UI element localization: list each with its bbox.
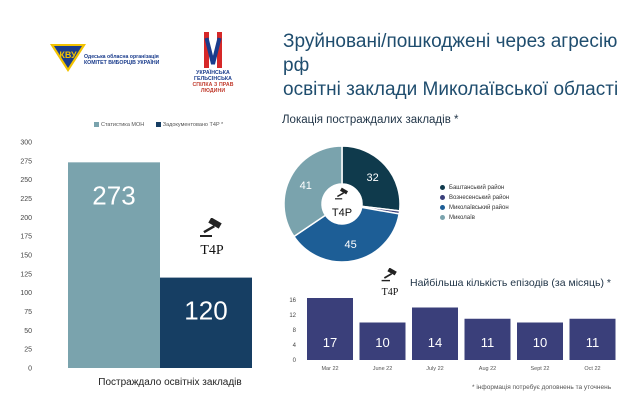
y-tick-label: 275 — [20, 158, 32, 165]
footnote: * інформація потребує доповнень та уточн… — [472, 384, 612, 391]
pie-legend-label: Баштанський район — [449, 185, 505, 191]
bar-chart-xlabel: Постраждало освітніх закладів — [98, 377, 242, 388]
x-tick-label: June 22 — [373, 366, 393, 372]
pie-legend-dot — [440, 194, 445, 200]
logo-uhs: УКРАЇНСЬКА ГЕЛЬСІНСЬКА СПІЛКА З ПРАВ ЛЮД… — [180, 30, 246, 94]
page-title: Зруйновані/пошкоджені через агресію рф о… — [283, 30, 633, 102]
t4p-mark-right: T4P — [372, 267, 408, 298]
y-tick-label: 300 — [20, 140, 32, 147]
y-tick-label: 50 — [24, 328, 32, 335]
pie-legend-dot — [440, 204, 445, 210]
logo-uhs-line2: СПІЛКА З ПРАВ ЛЮДИНИ — [192, 82, 234, 94]
bar-value-label: 11 — [481, 335, 495, 350]
y-tick-label: 75 — [24, 309, 32, 316]
bar-value-label: 10 — [533, 335, 547, 350]
x-tick-label: July 22 — [426, 366, 443, 372]
pie-legend-item: Миколаїв — [440, 213, 509, 223]
donut-chart: 32 45 41 T4P — [283, 145, 401, 263]
logo-uhs-line1: УКРАЇНСЬКА ГЕЛЬСІНСЬКА — [193, 70, 233, 82]
y-tick-label: 150 — [20, 253, 32, 260]
pie-legend-dot — [440, 214, 445, 220]
y-tick-label: 0 — [28, 366, 32, 373]
y-tick-label: 225 — [20, 196, 32, 203]
pie-legend-label: Миколаївський район — [449, 205, 509, 211]
bar-value-label: 273 — [92, 180, 135, 210]
bar — [68, 162, 160, 368]
bar-value-label: 17 — [323, 335, 337, 350]
x-tick-label: Oct 22 — [584, 366, 600, 372]
t4p-label-left: T4P — [200, 243, 224, 258]
t4p-label-pie: T4P — [332, 207, 352, 219]
x-tick-label: Mar 22 — [321, 366, 338, 372]
bar — [160, 277, 252, 368]
logo-cvu: КВУ Одеська обласна організація КОМІТЕТ … — [48, 42, 160, 74]
x-tick-label: Sept 22 — [531, 366, 550, 372]
t4p-mark-left: T4P — [190, 217, 234, 259]
pie-legend: Баштанський район Вознесенський район Ми… — [440, 183, 509, 223]
legend-item-t4p: Задокументовано T4P * — [155, 122, 224, 128]
bar-chart-main: 0 25 50 75 100 125 150 175 200 225 250 275 300 273 120 — [20, 140, 252, 373]
bar — [569, 318, 616, 360]
pie-slice-label: 41 — [300, 180, 312, 192]
y-tick-label: 8 — [293, 328, 297, 334]
gavel-icon — [381, 267, 397, 282]
bar — [307, 298, 353, 360]
pie-title: Локація постраждалих закладів * — [282, 114, 459, 126]
bar-value-label: 11 — [586, 335, 600, 350]
donut-hole — [323, 185, 361, 223]
uhs-emblem-icon — [204, 32, 222, 68]
y-tick-label: 25 — [24, 347, 32, 354]
y-tick-label: 16 — [289, 298, 296, 304]
bar-value-label: 14 — [428, 335, 442, 350]
pie-slice-label: 32 — [367, 172, 379, 184]
y-tick-label: 175 — [20, 234, 32, 241]
bar — [464, 318, 511, 360]
t4p-label-right: T4P — [381, 287, 399, 298]
bar-value-label: 120 — [184, 296, 227, 326]
x-tick-label: Aug 22 — [479, 366, 496, 372]
y-tick-label: 250 — [20, 177, 32, 184]
pie-legend-label: Миколаїв — [449, 215, 475, 221]
pie-slice-label: 45 — [344, 239, 356, 251]
page-title-line2: освітні заклади Миколаївської області — [283, 79, 619, 100]
logo-cvu-line2: КОМІТЕТ ВИБОРЦІВ УКРАЇНИ — [84, 60, 160, 66]
bar — [412, 307, 458, 360]
gavel-icon — [335, 187, 349, 200]
y-tick-label: 4 — [293, 343, 297, 349]
legend-item-mon: Статистика МОН — [94, 122, 144, 128]
pie-slice — [292, 206, 401, 263]
legend-swatch-mon — [94, 122, 99, 128]
bar-legend: Статистика МОН Задокументовано T4P * — [94, 122, 233, 128]
month-bar-chart: 0 4 8 12 16 17 Mar 22 10 June 22 14 July 22 11 Aug 2… — [289, 298, 616, 372]
legend-label-mon: Статистика МОН — [101, 122, 145, 128]
pie-legend-dot — [440, 184, 445, 190]
bar-value-label: 10 — [375, 335, 389, 350]
pie-legend-item: Вознесенський район — [440, 193, 509, 203]
bar — [359, 322, 406, 360]
page-title-line1: Зруйновані/пошкоджені через агресію рф — [283, 31, 618, 76]
gavel-icon — [200, 217, 222, 237]
legend-label-t4p: Задокументовано T4P * — [162, 122, 224, 128]
pie-legend-label: Вознесенський район — [449, 195, 510, 201]
y-tick-label: 200 — [20, 215, 32, 222]
y-tick-label: 0 — [293, 358, 297, 364]
pie-legend-item: Баштанський район — [440, 183, 509, 193]
svg-text:КВУ: КВУ — [59, 50, 77, 60]
month-chart-title: Найбільша кількість епізодів (за місяць)… — [410, 277, 611, 289]
y-tick-label: 125 — [20, 271, 32, 278]
bar — [517, 322, 563, 360]
y-tick-label: 12 — [289, 313, 296, 319]
pie-slice — [341, 145, 401, 212]
cvu-emblem-icon: КВУ — [50, 44, 86, 72]
y-tick-label: 100 — [20, 290, 32, 297]
pie-legend-item: Миколаївський район — [440, 203, 509, 213]
logo-cvu-line1: Одеська обласна організація — [84, 54, 159, 60]
legend-swatch-t4p — [155, 122, 161, 128]
pie-slice — [283, 145, 343, 238]
